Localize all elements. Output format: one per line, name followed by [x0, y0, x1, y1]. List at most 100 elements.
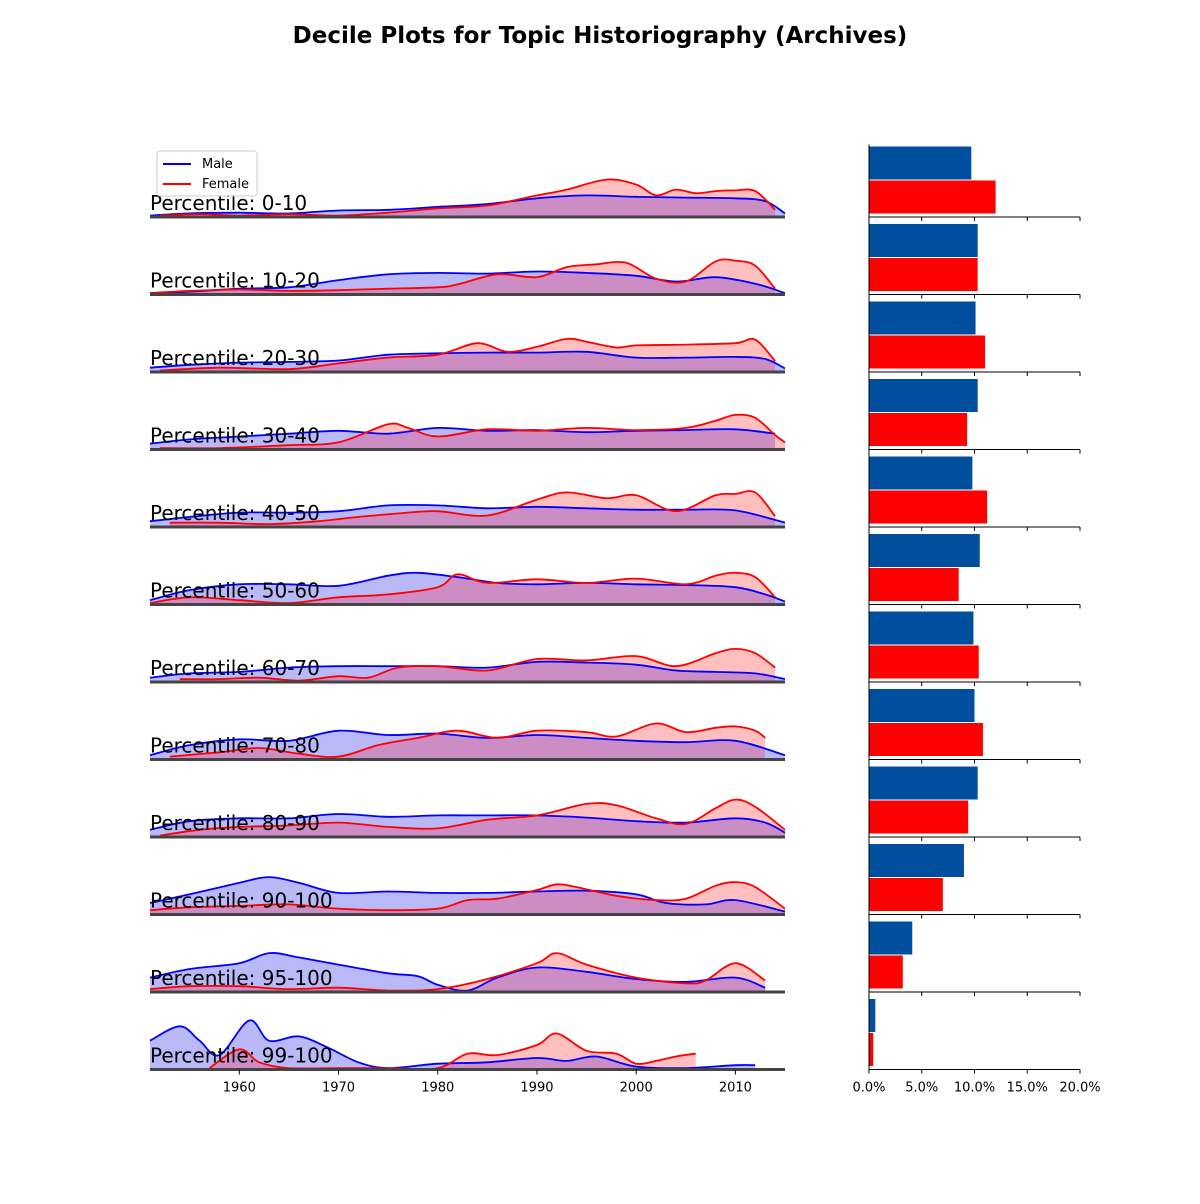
legend-label: Female: [202, 177, 249, 192]
female-line: [159, 413, 786, 450]
chart-title: Decile Plots for Topic Historiography (A…: [293, 23, 908, 49]
female-bar: [869, 180, 996, 214]
female-bar: [869, 1033, 874, 1066]
decile-panel: Percentile: 40-50: [149, 490, 786, 529]
female-bar: [869, 258, 978, 291]
female-bar: [869, 878, 943, 911]
male-bar: [869, 379, 978, 412]
decile-panel: Percentile: 50-60: [149, 571, 786, 606]
bar-group: [868, 844, 1081, 919]
male-bar: [869, 689, 975, 722]
decile-panel: Percentile: 60-70: [149, 647, 786, 684]
legend: Male Female: [156, 150, 258, 197]
decile-panel: Percentile: 30-40: [149, 413, 786, 451]
panel-label: Percentile: 90-100: [150, 889, 333, 913]
bar-group: [868, 689, 1081, 764]
overlap-area: [169, 504, 776, 527]
overlap-area: [159, 813, 785, 837]
overlap-area: [159, 195, 776, 217]
overlap-area: [179, 661, 776, 682]
bar-group: [868, 999, 1081, 1074]
male-line: [149, 876, 786, 913]
male-line: [149, 729, 786, 757]
male-bar: [869, 766, 978, 800]
male-bar: [869, 999, 876, 1032]
female-line: [169, 722, 766, 758]
male-line: [149, 660, 786, 680]
female-bar: [869, 335, 986, 369]
bar-axis-tick-label: 20.0%: [1059, 1081, 1100, 1096]
panel-label: Percentile: 20-30: [150, 346, 320, 370]
panel-label: Percentile: 99-100: [150, 1044, 333, 1068]
male-bar: [869, 301, 976, 335]
decile-panel: Percentile: 70-80: [149, 722, 786, 761]
panel-label: Percentile: 50-60: [150, 579, 320, 603]
female-bar: [869, 490, 988, 524]
male-bar: [869, 844, 964, 877]
panel-label: Percentile: 80-90: [150, 811, 320, 835]
male-bar: [869, 921, 913, 955]
panel-label: Percentile: 70-80: [150, 734, 320, 758]
bar-group: [868, 224, 1081, 299]
male-line: [149, 270, 786, 294]
bar-group: [868, 611, 1081, 686]
bar-group: [868, 146, 1081, 221]
male-line: [149, 426, 776, 445]
bar-group: [868, 534, 1081, 609]
male-area: [150, 1020, 756, 1070]
decile-panel: Percentile: 99-100: [149, 1019, 785, 1071]
x-tick-label: 1970: [322, 1081, 355, 1096]
male-bar: [869, 534, 980, 567]
bar-group: [868, 379, 1081, 454]
bar-group: [868, 301, 1081, 376]
female-line: [149, 881, 786, 912]
panel-label: Percentile: 40-50: [150, 501, 320, 525]
x-tick-label: 2000: [620, 1081, 653, 1096]
overlap-area: [150, 271, 776, 295]
x-tick-label: 1990: [520, 1081, 553, 1096]
overlap-area: [159, 351, 776, 372]
bar-group: [868, 456, 1081, 531]
x-tick-label: 1960: [223, 1081, 256, 1096]
male-bar: [869, 224, 978, 257]
overlap-area: [169, 730, 766, 760]
decile-panel: Percentile: 20-30: [149, 337, 786, 374]
female-line: [149, 571, 776, 605]
axes-layer: 0.0% 5.0% 10.0% 15.0% 20.0% 1960 1970 1980 1990 2…: [223, 144, 1101, 1096]
legend-label: Male: [202, 157, 233, 172]
female-line: [149, 952, 766, 992]
bar-axis-tick-label: 10.0%: [954, 1081, 995, 1096]
bar-group: [868, 921, 1081, 996]
male-bar: [869, 146, 972, 180]
male-bar: [869, 611, 974, 645]
female-line: [159, 178, 776, 217]
male-line: [149, 350, 786, 370]
male-line: [149, 194, 786, 217]
bar-group: [868, 766, 1081, 841]
x-tick-label: 1980: [421, 1081, 454, 1096]
female-bar: [869, 413, 968, 446]
panel-label: Percentile: 95-100: [150, 966, 333, 990]
female-bar: [869, 723, 983, 756]
x-tick-label: 2010: [719, 1081, 752, 1096]
decile-panel: Percentile: 80-90: [149, 798, 786, 839]
female-bar: [869, 645, 979, 679]
female-line: [149, 258, 776, 294]
decile-panel: Percentile: 90-100: [149, 876, 786, 916]
female-bar: [869, 568, 959, 601]
female-line: [159, 798, 786, 837]
female-line: [208, 1032, 696, 1071]
bar-axis-tick-label: 15.0%: [1007, 1081, 1048, 1096]
bars-layer: [868, 146, 1081, 1074]
male-bar: [869, 456, 973, 490]
panel-label: Percentile: 30-40: [150, 424, 320, 448]
bar-axis-tick-label: 5.0%: [905, 1081, 938, 1096]
decile-panel: Percentile: 95-100: [149, 952, 785, 994]
panel-label: Percentile: 60-70: [150, 656, 320, 680]
bar-axis-tick-label: 0.0%: [852, 1081, 885, 1096]
female-line: [169, 490, 776, 526]
female-line: [159, 337, 776, 372]
